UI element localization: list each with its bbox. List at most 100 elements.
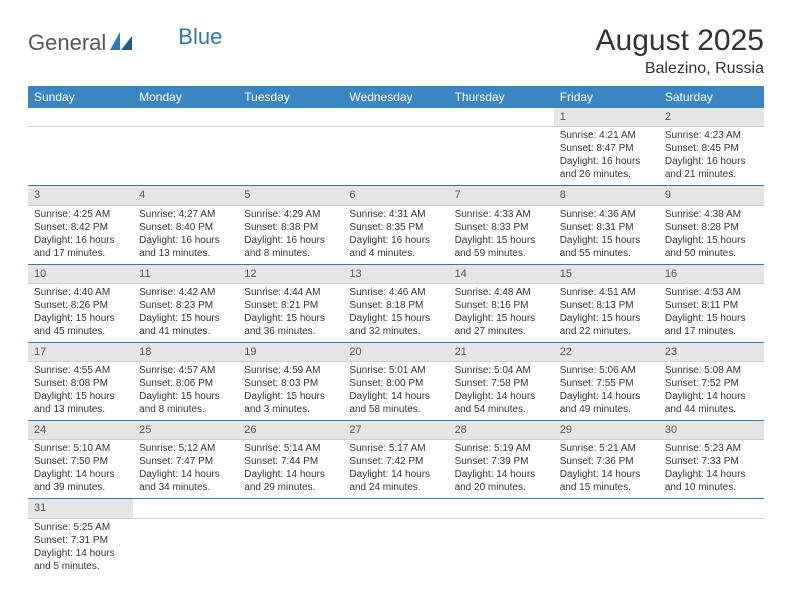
- day2-text: and 54 minutes.: [455, 403, 548, 416]
- day2-text: and 59 minutes.: [455, 247, 548, 260]
- day-number: 3: [28, 186, 133, 204]
- day-number: 5: [238, 186, 343, 204]
- day2-text: and 41 minutes.: [139, 325, 232, 338]
- day1-text: Daylight: 15 hours: [455, 312, 548, 325]
- sunrise-text: Sunrise: 5:01 AM: [349, 364, 442, 377]
- sunset-text: Sunset: 8:47 PM: [560, 142, 653, 155]
- day-number: 2: [659, 108, 764, 126]
- sunrise-text: Sunrise: 4:48 AM: [455, 286, 548, 299]
- sunrise-text: Sunrise: 4:42 AM: [139, 286, 232, 299]
- sunset-text: Sunset: 8:08 PM: [34, 377, 127, 390]
- day1-text: Daylight: 15 hours: [560, 312, 653, 325]
- daynum-cell: [659, 499, 764, 518]
- daycontent-cell: Sunrise: 4:46 AMSunset: 8:18 PMDaylight:…: [343, 283, 448, 342]
- daycontent-cell: Sunrise: 4:42 AMSunset: 8:23 PMDaylight:…: [133, 283, 238, 342]
- weekday-header: Friday: [554, 86, 659, 108]
- daycontent-cell: Sunrise: 5:10 AMSunset: 7:50 PMDaylight:…: [28, 440, 133, 499]
- day2-text: and 15 minutes.: [560, 481, 653, 494]
- daynum-cell: [133, 499, 238, 518]
- day-number: 28: [449, 421, 554, 439]
- sunset-text: Sunset: 8:23 PM: [139, 299, 232, 312]
- daynum-cell: 27: [343, 421, 448, 440]
- daynum-cell: 9: [659, 186, 764, 205]
- daynum-cell: 21: [449, 342, 554, 361]
- daycontent-row: Sunrise: 4:21 AMSunset: 8:47 PMDaylight:…: [28, 127, 764, 186]
- daycontent-cell: Sunrise: 5:19 AMSunset: 7:39 PMDaylight:…: [449, 440, 554, 499]
- sunset-text: Sunset: 8:33 PM: [455, 221, 548, 234]
- day1-text: Daylight: 15 hours: [34, 390, 127, 403]
- daycontent-cell: Sunrise: 5:08 AMSunset: 7:52 PMDaylight:…: [659, 362, 764, 421]
- sunrise-text: Sunrise: 5:06 AM: [560, 364, 653, 377]
- day1-text: Daylight: 16 hours: [560, 155, 653, 168]
- daycontent-cell: Sunrise: 4:36 AMSunset: 8:31 PMDaylight:…: [554, 205, 659, 264]
- daynum-cell: [238, 499, 343, 518]
- daycontent-cell: [28, 127, 133, 186]
- day-number: 8: [554, 186, 659, 204]
- daycontent-cell: Sunrise: 4:57 AMSunset: 8:06 PMDaylight:…: [133, 362, 238, 421]
- sunset-text: Sunset: 8:18 PM: [349, 299, 442, 312]
- day1-text: Daylight: 15 hours: [560, 234, 653, 247]
- daynum-cell: 26: [238, 421, 343, 440]
- day1-text: Daylight: 16 hours: [34, 234, 127, 247]
- sunrise-text: Sunrise: 4:53 AM: [665, 286, 758, 299]
- sunset-text: Sunset: 7:33 PM: [665, 455, 758, 468]
- sunrise-text: Sunrise: 4:44 AM: [244, 286, 337, 299]
- sunrise-text: Sunrise: 4:27 AM: [139, 208, 232, 221]
- daynum-row: 24252627282930: [28, 421, 764, 440]
- sunrise-text: Sunrise: 4:33 AM: [455, 208, 548, 221]
- daycontent-row: Sunrise: 5:10 AMSunset: 7:50 PMDaylight:…: [28, 440, 764, 499]
- day-number: 22: [554, 343, 659, 361]
- daycontent-cell: Sunrise: 4:44 AMSunset: 8:21 PMDaylight:…: [238, 283, 343, 342]
- day1-text: Daylight: 14 hours: [34, 468, 127, 481]
- header: General Blue August 2025 Balezino, Russi…: [28, 24, 764, 78]
- daycontent-row: Sunrise: 4:40 AMSunset: 8:26 PMDaylight:…: [28, 283, 764, 342]
- day2-text: and 8 minutes.: [139, 403, 232, 416]
- day2-text: and 29 minutes.: [244, 481, 337, 494]
- sunset-text: Sunset: 8:13 PM: [560, 299, 653, 312]
- sunrise-text: Sunrise: 4:25 AM: [34, 208, 127, 221]
- day1-text: Daylight: 16 hours: [244, 234, 337, 247]
- day2-text: and 27 minutes.: [455, 325, 548, 338]
- day1-text: Daylight: 15 hours: [665, 234, 758, 247]
- sunset-text: Sunset: 7:55 PM: [560, 377, 653, 390]
- daycontent-cell: Sunrise: 5:01 AMSunset: 8:00 PMDaylight:…: [343, 362, 448, 421]
- day2-text: and 3 minutes.: [244, 403, 337, 416]
- daynum-cell: [343, 499, 448, 518]
- sunrise-text: Sunrise: 5:19 AM: [455, 442, 548, 455]
- calendar-table: Sunday Monday Tuesday Wednesday Thursday…: [28, 86, 764, 577]
- day-number: 9: [659, 186, 764, 204]
- title-block: August 2025 Balezino, Russia: [596, 24, 764, 78]
- daycontent-cell: Sunrise: 4:38 AMSunset: 8:28 PMDaylight:…: [659, 205, 764, 264]
- sunset-text: Sunset: 8:06 PM: [139, 377, 232, 390]
- daynum-cell: 23: [659, 342, 764, 361]
- daynum-cell: [238, 108, 343, 127]
- sunrise-text: Sunrise: 4:51 AM: [560, 286, 653, 299]
- day2-text: and 10 minutes.: [665, 481, 758, 494]
- sunrise-text: Sunrise: 4:40 AM: [34, 286, 127, 299]
- day-number: 21: [449, 343, 554, 361]
- daynum-cell: 7: [449, 186, 554, 205]
- daycontent-cell: [554, 518, 659, 577]
- day1-text: Daylight: 15 hours: [34, 312, 127, 325]
- sunrise-text: Sunrise: 5:04 AM: [455, 364, 548, 377]
- day1-text: Daylight: 14 hours: [665, 390, 758, 403]
- calendar-page: General Blue August 2025 Balezino, Russi…: [0, 0, 792, 601]
- day1-text: Daylight: 14 hours: [139, 468, 232, 481]
- sunrise-text: Sunrise: 4:31 AM: [349, 208, 442, 221]
- daynum-cell: 19: [238, 342, 343, 361]
- daynum-cell: [343, 108, 448, 127]
- sunrise-text: Sunrise: 4:59 AM: [244, 364, 337, 377]
- weekday-header: Wednesday: [343, 86, 448, 108]
- sunset-text: Sunset: 8:11 PM: [665, 299, 758, 312]
- sunrise-text: Sunrise: 4:55 AM: [34, 364, 127, 377]
- daycontent-cell: [449, 518, 554, 577]
- daycontent-cell: Sunrise: 5:12 AMSunset: 7:47 PMDaylight:…: [133, 440, 238, 499]
- day-number: 16: [659, 265, 764, 283]
- day2-text: and 32 minutes.: [349, 325, 442, 338]
- day2-text: and 13 minutes.: [139, 247, 232, 260]
- sunset-text: Sunset: 7:52 PM: [665, 377, 758, 390]
- sunrise-text: Sunrise: 5:14 AM: [244, 442, 337, 455]
- daynum-cell: 3: [28, 186, 133, 205]
- daycontent-row: Sunrise: 4:55 AMSunset: 8:08 PMDaylight:…: [28, 362, 764, 421]
- weekday-header: Thursday: [449, 86, 554, 108]
